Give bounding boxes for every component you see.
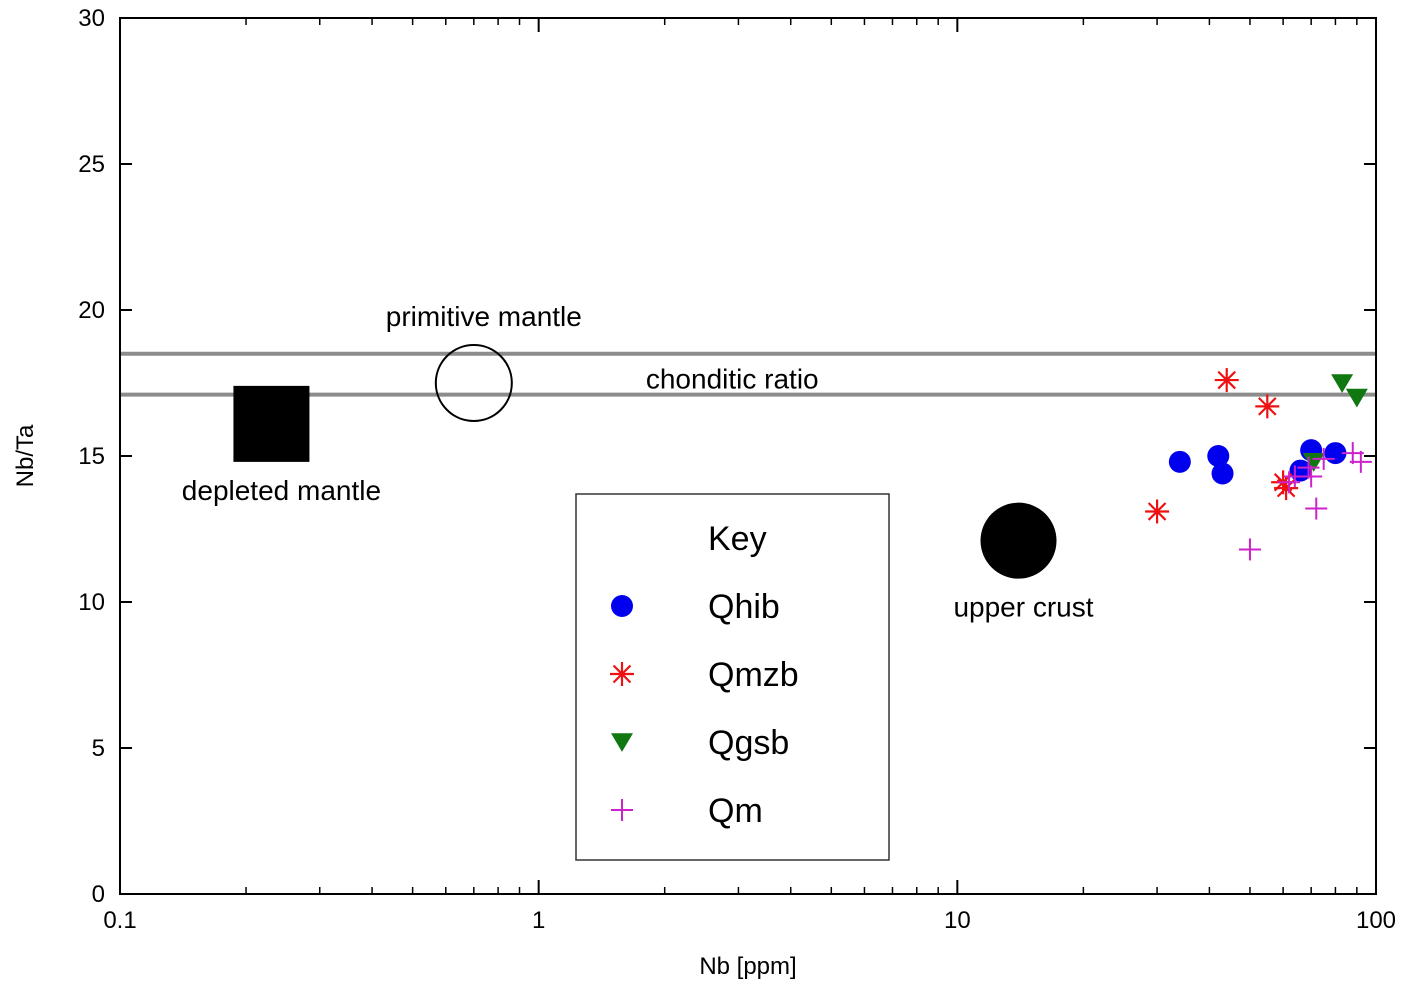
legend-label-qgsb: Qgsb [708,724,789,762]
x-tick-label: 0.1 [103,907,136,934]
y-axis-title: Nb/Ta [12,424,39,487]
legend-label-qm: Qm [708,792,763,830]
x-tick-label: 1 [532,907,545,934]
y-tick-label: 10 [78,589,105,616]
data-point-qgsb [1331,374,1354,393]
data-point-qmzb [1255,394,1280,419]
legend-title: Key [708,520,767,558]
annotation-labels: primitive mantle chonditic ratio depleted … [182,301,1094,623]
data-point-qgsb [1345,388,1368,408]
annotation-markers [233,344,1057,579]
axis-ticks [119,17,1377,895]
annotation-label: upper crust [953,592,1093,623]
y-tick-label: 20 [78,297,105,324]
y-tick-label: 15 [78,443,105,470]
x-tick-label: 100 [1356,907,1396,934]
marker-shape [1168,450,1191,473]
data-point-qm [1349,450,1372,473]
y-tick-label: 30 [78,5,105,32]
marker-stroke [1258,397,1277,416]
data-point-qm [1305,497,1328,520]
legend-marker-qm [611,799,633,821]
y-tick-label: 0 [92,881,105,908]
data-point-qm [1283,465,1306,488]
axis-tick-labels: 0 5 10 15 20 25 30 0.1 1 10 100 [78,5,1396,934]
data-point-qm [1297,456,1320,479]
marker-shape [611,595,633,617]
marker-stroke [612,664,632,684]
marker-stroke [1217,370,1236,390]
data-point-qm [1312,447,1335,470]
data-point-qhib [1207,445,1230,467]
data-point-qhib [1168,450,1191,473]
y-tick-label: 5 [92,735,105,762]
legend-marker-qgsb [611,733,633,752]
marker-shape [1331,374,1354,393]
x-tick-label: 10 [944,907,971,934]
data-point-qm [1238,538,1261,561]
x-axis-title: Nb [ppm] [699,953,796,980]
data-point-qm [1278,471,1301,494]
marker-stroke [1147,502,1167,521]
annotation-label: depleted mantle [182,475,381,506]
legend-label-qmzb: Qmzb [708,656,799,694]
reference-lines [120,351,1376,397]
marker-shape [1207,445,1230,467]
annotation-label: primitive mantle [386,301,582,332]
legend-marker-qmzb [610,662,634,686]
legend-box [575,493,890,861]
legend-label-qhib: Qhib [708,588,780,626]
data-point-qmzb [1145,499,1170,524]
upper-crust-marker [980,502,1057,579]
legend-marker-qhib [611,595,633,617]
annotation-label: chonditic ratio [646,364,819,395]
primitive-mantle-marker [434,344,513,422]
data-points [1145,368,1372,561]
depleted-mantle-marker [233,385,310,462]
data-point-qmzb [1214,368,1239,393]
marker-shape [1211,462,1234,485]
legend: Key Qhib Qmzb Qgsb Qm [575,493,890,861]
y-tick-label: 25 [78,151,105,178]
marker-shape [611,733,633,752]
marker-shape [1345,388,1368,408]
data-point-qhib [1211,462,1234,485]
